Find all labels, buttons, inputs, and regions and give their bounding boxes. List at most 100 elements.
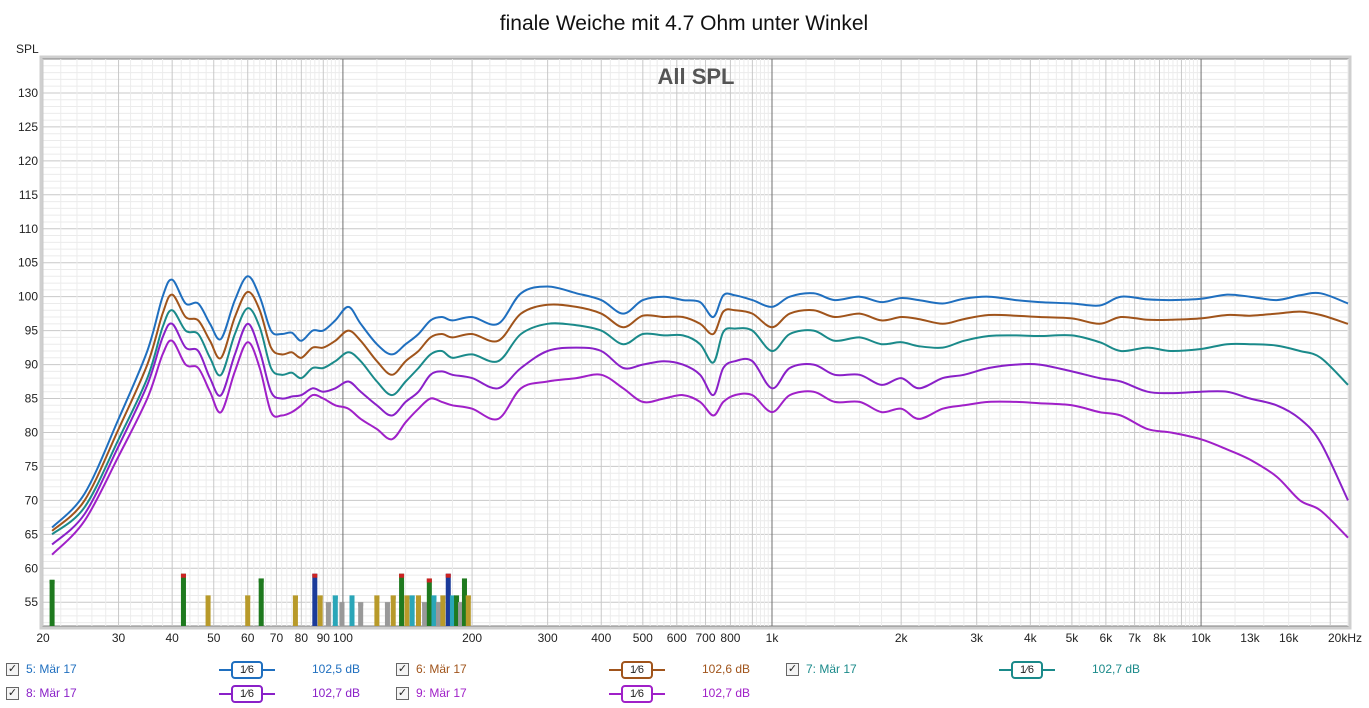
legend-checkbox[interactable]: ✓ xyxy=(6,663,19,676)
series-line xyxy=(51,290,1349,532)
legend-checkbox[interactable]: ✓ xyxy=(6,687,19,700)
y-tick-label: 80 xyxy=(25,425,39,439)
series-line xyxy=(51,322,1349,546)
bar xyxy=(332,595,338,626)
bar-top xyxy=(426,578,432,583)
chart-title: finale Weiche mit 4.7 Ohm unter Winkel xyxy=(500,12,868,35)
x-tick-label: 300 xyxy=(538,631,558,645)
x-tick-label: 3k xyxy=(970,631,984,645)
x-tick-label: 40 xyxy=(165,631,179,645)
bar xyxy=(415,595,421,626)
plot-area[interactable] xyxy=(42,58,1349,627)
bar-top xyxy=(415,595,421,600)
bar-top xyxy=(258,578,264,583)
bar-top xyxy=(292,595,298,600)
bar-top xyxy=(458,602,464,607)
x-tick-label: 60 xyxy=(241,631,255,645)
bar xyxy=(465,595,471,626)
x-tick-label: 50 xyxy=(207,631,221,645)
plot-frame xyxy=(39,55,1352,630)
legend-name: 7: Mär 17 xyxy=(806,662,857,676)
legend-name: 6: Mär 17 xyxy=(416,662,467,676)
smoothing-control[interactable]: 1⁄6 xyxy=(609,660,665,679)
bar-top xyxy=(409,595,415,600)
bar xyxy=(390,595,396,626)
bar xyxy=(258,578,264,626)
grid xyxy=(42,59,1349,626)
bar-top xyxy=(339,602,345,607)
bar-top xyxy=(349,595,355,600)
legend-level: 102,7 dB xyxy=(1092,662,1141,676)
x-tick-label: 90 xyxy=(317,631,331,645)
bar xyxy=(339,602,345,626)
x-tick-label: 6k xyxy=(1100,631,1114,645)
smoothing-label: 1⁄6 xyxy=(1011,661,1043,679)
bar-top xyxy=(49,579,55,584)
bar-top xyxy=(454,595,460,600)
smoothing-control[interactable]: 1⁄6 xyxy=(999,660,1055,679)
x-tick-label: 20 xyxy=(36,631,50,645)
bar xyxy=(431,595,437,626)
series-layer xyxy=(51,275,1349,556)
legend-checkbox[interactable]: ✓ xyxy=(396,663,409,676)
y-tick-labels: 55 60 65 70 75 80 85 90 95 100 105 110 115 120 125 130 xyxy=(18,86,38,609)
bar xyxy=(399,573,405,626)
bar xyxy=(317,595,323,626)
bar-top xyxy=(465,595,471,600)
x-tick-label: 80 xyxy=(295,631,309,645)
legend-checkbox[interactable]: ✓ xyxy=(396,687,409,700)
y-tick-label: 65 xyxy=(25,527,39,541)
x-tick-label: 13k xyxy=(1240,631,1260,645)
legend-item: ✓ 5: Mär 17 1⁄6 102,5 dB xyxy=(6,660,386,680)
y-tick-label: 90 xyxy=(25,358,39,372)
bar xyxy=(404,595,410,626)
x-tick-label: 200 xyxy=(462,631,482,645)
y-tick-label: 75 xyxy=(25,459,39,473)
bar-top xyxy=(445,573,451,578)
bar xyxy=(440,595,446,626)
bar-top xyxy=(461,578,467,583)
smoothing-control[interactable]: 1⁄6 xyxy=(609,684,665,703)
smoothing-label: 1⁄6 xyxy=(231,685,263,703)
bar-top xyxy=(435,602,441,607)
bar-top xyxy=(404,595,410,600)
legend-item: ✓ 8: Mär 17 1⁄6 102,7 dB xyxy=(6,684,386,704)
legend-level: 102,7 dB xyxy=(312,686,361,700)
smoothing-label: 1⁄6 xyxy=(621,685,653,703)
bar xyxy=(374,595,380,626)
bar-top xyxy=(449,595,455,600)
bar xyxy=(325,602,331,626)
series-line xyxy=(51,307,1349,536)
bar xyxy=(445,573,451,626)
bar-top xyxy=(312,573,318,578)
legend-name: 5: Mär 17 xyxy=(26,662,77,676)
smoothing-control[interactable]: 1⁄6 xyxy=(219,660,275,679)
x-tick-label: 30 xyxy=(112,631,126,645)
series-line xyxy=(51,339,1349,556)
bar xyxy=(205,595,211,626)
y-tick-label: 55 xyxy=(25,595,39,609)
y-tick-label: 60 xyxy=(25,561,39,575)
x-tick-label: 8k xyxy=(1153,631,1167,645)
x-tick-label: 100 xyxy=(333,631,353,645)
bar-top xyxy=(317,595,323,600)
legend-checkbox[interactable]: ✓ xyxy=(786,663,799,676)
legend-name: 9: Mär 17 xyxy=(416,686,467,700)
smoothing-label: 1⁄6 xyxy=(621,661,653,679)
x-tick-label: 70 xyxy=(270,631,284,645)
legend-level: 102,6 dB xyxy=(702,662,751,676)
legend-item: ✓ 9: Mär 17 1⁄6 102,7 dB xyxy=(396,684,776,704)
y-tick-label: 95 xyxy=(25,324,39,338)
bar-top xyxy=(358,602,364,607)
x-tick-label: 5k xyxy=(1066,631,1080,645)
bar xyxy=(422,602,428,626)
bar xyxy=(458,602,464,626)
x-tick-labels: 20 30 40 50 60 70 80 90 100 200 300 400 500 600 700 800… xyxy=(36,631,1362,645)
x-tick-label: 600 xyxy=(667,631,687,645)
x-tick-label: 500 xyxy=(633,631,653,645)
bar-top xyxy=(180,573,186,578)
smoothing-control[interactable]: 1⁄6 xyxy=(219,684,275,703)
bar xyxy=(461,578,467,626)
bar xyxy=(358,602,364,626)
bar xyxy=(180,573,186,626)
